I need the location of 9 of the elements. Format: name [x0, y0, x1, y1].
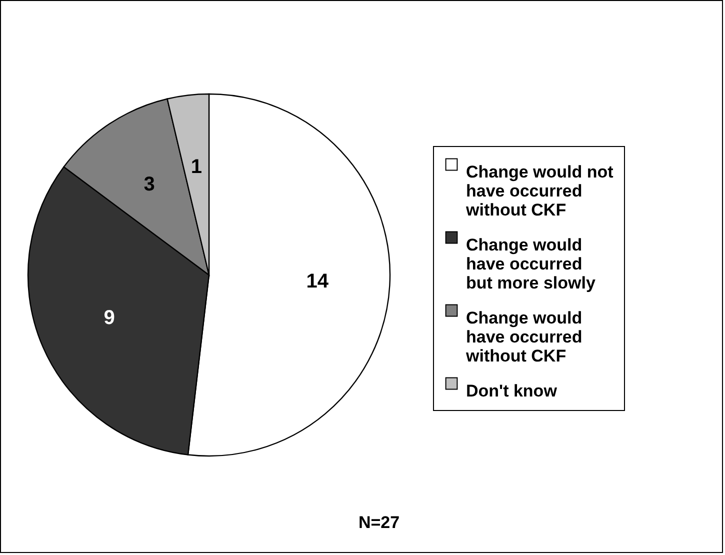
legend-label: Change would not have occurred without CKF [465, 162, 614, 220]
legend-label: Change would have occurred without CKF [465, 308, 582, 366]
legend-label: Don't know [466, 382, 558, 400]
data-label: 3 [144, 173, 155, 196]
text: N=27 [358, 513, 400, 532]
data-label: 14 [306, 270, 330, 292]
legend-label: Change would have occurred but more slowly [466, 236, 596, 292]
data-label: 1 [190, 156, 202, 178]
data-label: 9 [104, 307, 115, 330]
